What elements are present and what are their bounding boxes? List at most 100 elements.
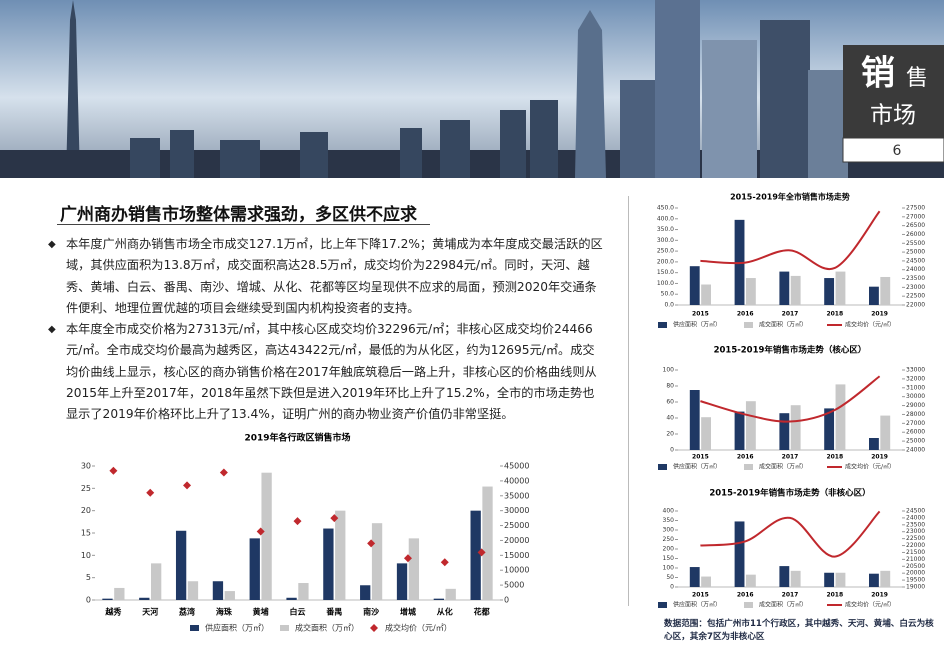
tick-label: 10: [81, 551, 91, 560]
tick-label: 33000: [906, 367, 925, 374]
bar: [371, 523, 383, 600]
section-title: 广州商办销售市场整体需求强劲，多区供不应求: [60, 205, 417, 225]
legend-swatch: [190, 625, 199, 631]
body-text: ◆ 本年度广州商办销售市场全市成交127.1万㎡，比上年下降17.2%；黄埔成为本…: [48, 234, 604, 426]
legend-swatch: [658, 322, 667, 328]
legend-label: 供应面积（万㎡）: [205, 623, 269, 633]
category-label: 花都: [474, 607, 490, 617]
category-label: 2015: [692, 454, 709, 461]
tick-label: 25: [81, 484, 91, 493]
chart-title: 2015-2019年销售市场走势（核心区）: [714, 345, 867, 356]
tick-label: 400: [663, 508, 675, 515]
legend-label: 成交均价（元/㎡）: [385, 623, 452, 633]
category-label: 2017: [782, 454, 799, 461]
price-point: [477, 548, 486, 557]
category-label: 2018: [826, 454, 843, 461]
bar: [187, 581, 199, 600]
tick-label: 31000: [906, 384, 925, 391]
tick-label: 5000: [504, 581, 524, 590]
paragraph: ◆ 本年度全市成交价格为27313元/㎡，其中核心区成交均价32296元/㎡；非核…: [48, 319, 604, 425]
price-point: [109, 466, 118, 475]
bar: [114, 587, 125, 600]
price-point: [367, 539, 376, 548]
badge-main: 销: [861, 54, 895, 94]
bar: [835, 271, 846, 305]
tick-label: 20500: [906, 563, 925, 570]
tick-label: 24000: [906, 447, 925, 454]
tick-label: 30000: [906, 393, 925, 400]
bar: [470, 510, 481, 600]
bar: [779, 566, 790, 587]
badge: [843, 45, 944, 138]
bullet: ◆: [48, 239, 56, 250]
bar: [396, 563, 408, 600]
tick-label: 5: [86, 573, 91, 582]
bar: [286, 597, 297, 600]
skyline: [0, 0, 944, 178]
footnote: 数据范围：包括广州市11个行政区，其中越秀、天河、黄埔、白云为核心区，其余7区为…: [664, 619, 934, 642]
legend-label: 供应面积（万㎡）: [673, 463, 721, 471]
bullet: ◆: [48, 324, 56, 336]
bar: [249, 538, 260, 600]
bar: [745, 574, 756, 587]
category-label: 2019: [871, 311, 888, 318]
price-point: [440, 558, 449, 567]
legend-label: 供应面积（万㎡）: [673, 601, 721, 609]
bar: [869, 286, 879, 305]
bar: [445, 588, 456, 600]
tick-label: 0.0: [664, 302, 674, 309]
legend-label: 成交均价（元/㎡）: [845, 463, 895, 471]
bar: [433, 598, 444, 600]
bar: [151, 563, 162, 600]
tick-label: 200.0: [657, 258, 674, 265]
bar: [835, 572, 846, 587]
tick-label: 22500: [906, 293, 925, 300]
legend-label: 成交面积（万㎡）: [295, 623, 359, 633]
tick-label: 45000: [504, 462, 529, 471]
tick-label: 26000: [906, 429, 925, 436]
tick-label: 50: [666, 574, 674, 581]
category-label: 2017: [782, 311, 799, 318]
bar: [360, 585, 371, 600]
category-label: 南沙: [363, 607, 379, 617]
tick-label: 20000: [906, 570, 925, 577]
price-point: [146, 488, 155, 497]
bar: [701, 284, 711, 305]
bar: [298, 583, 309, 600]
bar: [102, 598, 113, 600]
header-banner: 销 售 市场 6: [0, 0, 944, 178]
bar: [139, 597, 150, 600]
tick-label: 250.0: [657, 248, 674, 255]
category-label: 2018: [826, 592, 843, 599]
price-point: [183, 481, 192, 490]
category-label: 增城: [400, 607, 416, 617]
tick-label: 100: [663, 565, 675, 572]
category-label: 荔湾: [178, 607, 195, 617]
tick-label: 0: [670, 584, 674, 591]
bar: [689, 266, 700, 305]
category-label: 白云: [290, 607, 306, 617]
tick-label: 80: [666, 383, 674, 390]
bar: [880, 276, 891, 305]
tick-label: 15: [81, 529, 91, 538]
bar: [261, 472, 272, 600]
bar: [869, 438, 879, 450]
legend-swatch: [744, 602, 753, 608]
tick-label: 23500: [906, 521, 925, 528]
tick-label: 23000: [906, 528, 925, 535]
category-label: 天河: [142, 607, 158, 617]
category-label: 2015: [692, 592, 709, 599]
tick-label: 24000: [906, 266, 925, 273]
price-line: [700, 375, 881, 423]
tick-label: 300: [663, 527, 675, 534]
bar: [779, 413, 790, 450]
price-point: [293, 517, 302, 526]
tick-label: 27000: [906, 213, 925, 220]
bar: [824, 408, 835, 450]
tick-label: 24000: [906, 514, 925, 521]
tick-label: 25000: [504, 521, 529, 530]
tick-label: 0: [670, 447, 674, 454]
legend-swatch: [370, 624, 378, 632]
tick-label: 35000: [504, 491, 529, 500]
